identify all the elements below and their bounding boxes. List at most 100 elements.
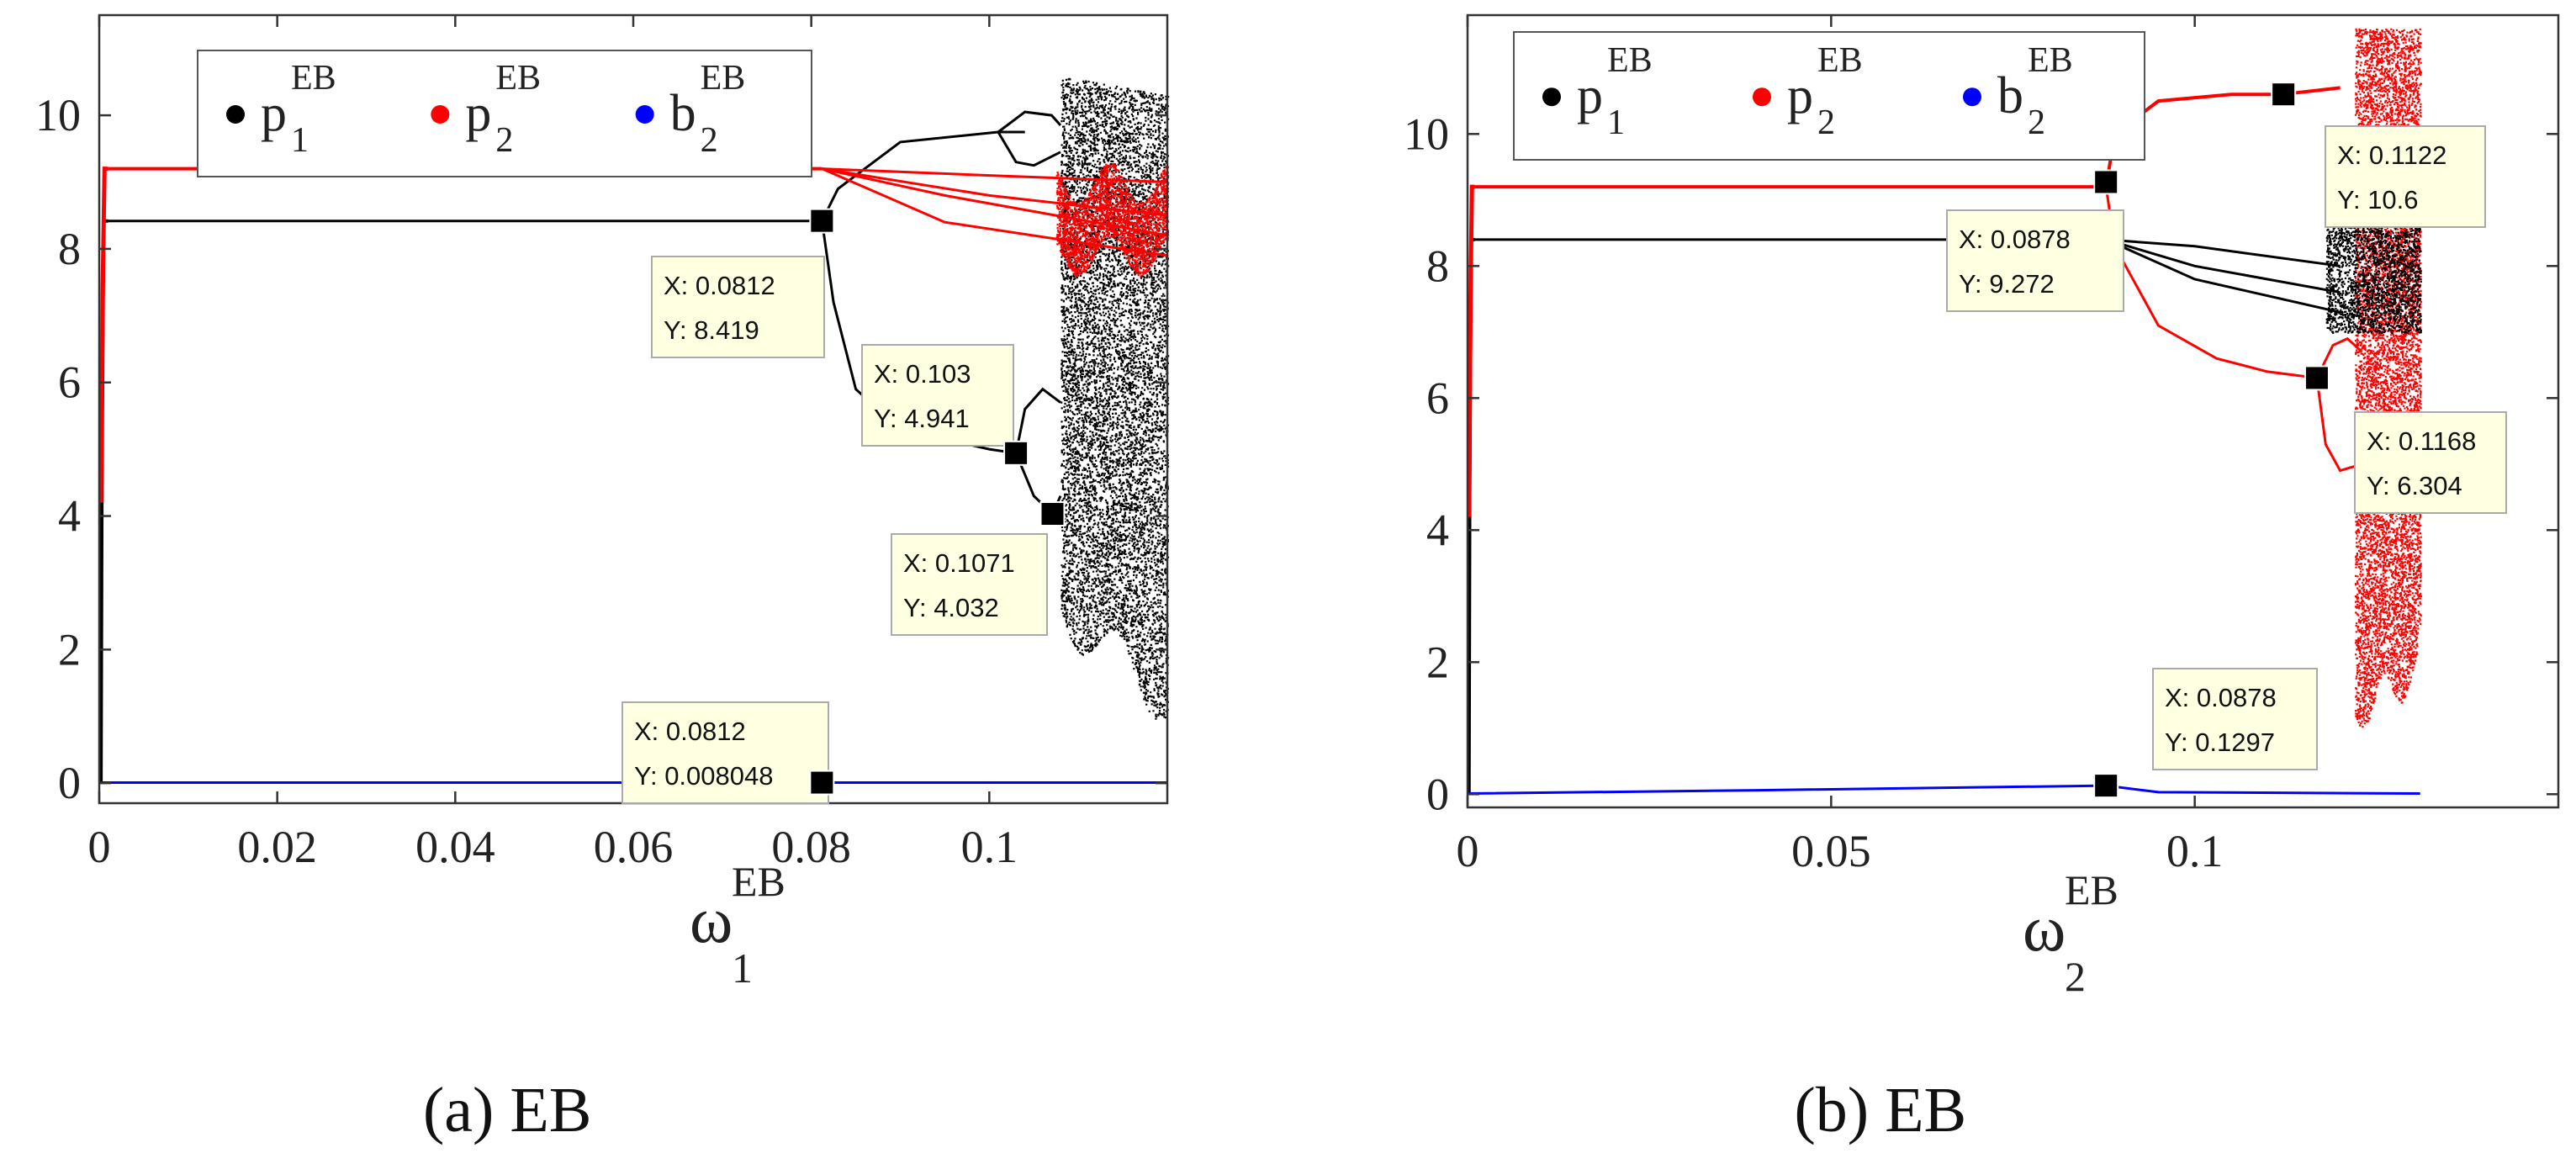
legend-item-b2: bEB 2 [635,59,746,160]
x-tick-label: 0.06 [594,822,674,872]
chaos-band-p2 [2354,28,2422,728]
datatip-y: Y: 4.941 [874,404,970,433]
datatip-x: X: 0.1168 [2367,426,2476,456]
panel-caption: (b) EB [1795,1075,1967,1145]
y-tick-label: 10 [1404,108,1449,159]
legend-marker-p1 [226,105,245,124]
legend-sub-b2: 2 [2028,103,2045,142]
datatip-marker [1003,440,1029,466]
series-p1-branch-upper [821,130,1025,222]
x-axis-label-sub: 1 [732,944,753,992]
x-axis-label: ωEB 1 [690,858,785,992]
legend-label-p1: p [1577,67,1603,124]
x-tick-label: 0.1 [961,822,1018,872]
datatip: X: 0.1071 Y: 4.032 [891,501,1066,636]
legend-item-p1: pEB 1 [226,59,336,160]
legend-sub-p2: 2 [1817,103,1835,142]
legend-item-p2: pEB 2 [1753,41,1863,142]
y-tick-label: 0 [1426,769,1449,819]
legend-sub-p1: 1 [291,121,309,160]
datatip-marker [2304,365,2330,391]
y-tick-label: 2 [1426,637,1449,687]
datatip-y: Y: 8.419 [664,315,759,345]
legend-sup-b2: EB [701,59,746,98]
legend-sup-p2: EB [1817,41,1863,80]
datatip-x: X: 0.103 [874,359,971,389]
chaos-band-p2-points [2354,28,2422,728]
chaos-band-p1-points [1061,77,1170,720]
datatip-box [2325,125,2486,228]
series-p2-bubble-a [2315,378,2362,473]
datatip-y: Y: 10.6 [2337,185,2419,214]
datatip-x: X: 0.0812 [634,717,746,746]
datatip-marker [809,208,835,234]
legend-label-b2: b [670,85,696,142]
series-p2-fan-1 [822,167,1168,237]
datatip: X: 0.0878 Y: 0.1297 [2093,668,2318,799]
datatip: X: 0.0812 Y: 0.008048 [622,701,835,804]
datatip-box [2152,668,2318,770]
datatip: X: 0.0878 Y: 9.272 [1946,169,2124,312]
datatip-box [891,533,1048,636]
chaos-band-p1-points [2325,213,2422,334]
legend-marker-p2 [1753,87,1771,107]
series-p2-onset [98,167,108,503]
datatip-x: X: 0.0878 [1959,225,2071,254]
series-p1-bubble-lower-a [1014,387,1061,454]
datatip-y: Y: 0.1297 [2165,728,2275,757]
x-axis-label: ωEB 2 [2023,866,2118,1000]
datatip: X: 0.1168 Y: 6.304 [2304,365,2507,514]
x-axis-label-symbol: ω [2023,892,2066,965]
datatip-y: Y: 0.008048 [634,761,774,791]
datatip-x: X: 0.0878 [2165,683,2277,712]
legend-marker-b2 [635,105,654,124]
legend-marker-p1 [1542,87,1561,107]
x-axis-label-sup: EB [2065,866,2118,913]
datatip: X: 0.0812 Y: 8.419 [651,208,835,358]
y-tick-label: 4 [58,491,81,542]
x-tick-label: 0.05 [1791,826,1871,876]
y-tick-label: 10 [35,90,81,140]
datatip-y: Y: 4.032 [903,593,999,622]
x-axis-label-sup: EB [732,858,785,905]
datatip: X: 0.103 Y: 4.941 [861,344,1029,466]
series-p1-fan-3 [2105,238,2341,314]
legend-item-p2: pEB 2 [431,59,541,160]
datatip-y: Y: 6.304 [2367,471,2462,500]
legend-label-p1: p [261,85,287,142]
legend-item-b2: bEB 2 [1963,41,2073,142]
y-tick-label: 0 [58,758,81,808]
datatip-box [622,701,829,804]
x-tick-label: 0.08 [771,822,851,872]
series-p1-bubble-upper-a [997,131,1061,167]
legend-sub-p1: 1 [1607,103,1625,142]
chaos-band-p1 [2325,213,2422,334]
series-p2-fan-2 [821,167,1168,257]
legend-sub-p2: 2 [495,121,513,160]
datatip-marker [2093,169,2119,195]
datatip-box [2354,411,2507,514]
legend-sup-p2: EB [495,59,541,98]
datatip-marker [809,770,835,796]
plot-area [1467,28,2422,795]
x-axis-label-symbol: ω [690,883,733,956]
datatip-marker [2093,773,2119,799]
x-tick-label: 0.1 [2166,826,2224,876]
chaos-band-p1 [1061,77,1170,720]
legend-marker-b2 [1963,87,1981,107]
x-axis-label-sub: 2 [2065,953,2086,1000]
series-p1-bubble-upper-b [997,110,1062,134]
legend-box [197,50,812,177]
datatip-y: Y: 9.272 [1959,269,2055,299]
chaos-band-p2 [1055,162,1170,278]
legend-sup-p1: EB [291,59,336,98]
y-tick-label: 4 [1426,505,1449,555]
series-p2-fan-4 [822,167,1168,183]
datatip-box [651,256,825,358]
datatip: X: 0.1122 Y: 10.6 [2271,82,2486,228]
y-tick-label: 8 [58,224,81,274]
